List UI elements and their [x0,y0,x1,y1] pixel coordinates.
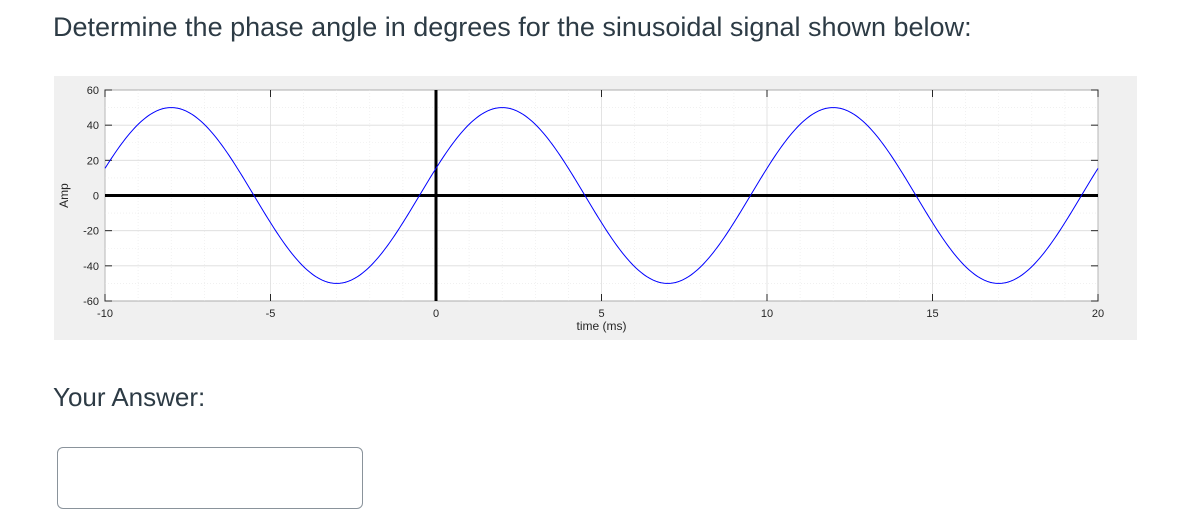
y-tick-label: -40 [83,261,99,273]
reference-lines [105,90,1098,301]
x-axis-label: time (ms) [577,319,627,333]
x-tick-label: 0 [433,308,439,320]
x-tick-label: 10 [761,308,773,320]
y-tick-label: -60 [83,296,99,308]
x-tick-label: 20 [1092,308,1104,320]
question-text: Determine the phase angle in degrees for… [53,12,972,42]
answer-input[interactable] [57,447,363,509]
chart-figure: -10 -5 0 5 10 15 20 -60 -40 -20 0 20 40 60 time (ms) … [54,76,1137,340]
y-tick-label: -20 [83,226,99,238]
x-tick-label: 15 [926,308,938,320]
x-tick-label: -10 [97,308,113,320]
y-tick-label: 60 [87,85,99,97]
sine-series-line [104,107,1099,284]
y-tick-label: 0 [93,191,99,203]
y-tick-label: 20 [87,155,99,167]
x-tick-label: -5 [266,308,276,320]
answer-label: Your Answer: [53,382,206,412]
y-axis-label: Amp [57,183,71,208]
y-tick-label: 40 [87,120,99,132]
x-tick-label: 5 [598,308,604,320]
axis-ticks: -10 -5 0 5 10 15 20 -60 -40 -20 0 20 40 60 [83,85,1104,320]
